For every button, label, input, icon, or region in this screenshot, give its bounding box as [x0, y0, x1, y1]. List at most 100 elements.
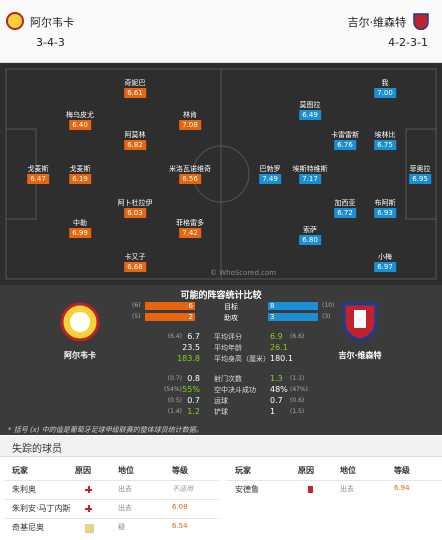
row-line [4, 518, 219, 519]
player-name: 小梅 [378, 253, 392, 261]
away-bar: 3 [268, 313, 318, 321]
home-league: (5) [132, 313, 141, 320]
player-name: 卡又子 [124, 253, 146, 261]
column-header: 原因 [75, 466, 91, 475]
status: 出去 [118, 485, 132, 493]
column-header: 原因 [298, 466, 314, 475]
away-team: 吉尔·维森特 [347, 16, 407, 29]
player: 朱利安·马丁内斯 [12, 504, 71, 513]
column-header: 等级 [172, 466, 188, 475]
home-bar: 2 [145, 313, 195, 321]
player-rating: 6.19 [69, 174, 91, 184]
reason-icon [85, 524, 94, 533]
player-rating: 7.42 [179, 228, 201, 238]
watermark: © WhoScored.com [210, 269, 276, 277]
home-logo [6, 12, 24, 30]
missing-header-bar [0, 436, 442, 457]
stat-label: 平均身高（厘米） [214, 355, 270, 363]
player-rating: 6.68 [124, 262, 146, 272]
row-line [227, 480, 442, 481]
rating: 6.94 [394, 484, 410, 492]
player-name: 菲奥拉 [409, 165, 431, 173]
away-league: (0.6) [290, 397, 305, 404]
row-line [4, 480, 219, 481]
away-value: 0.7 [270, 396, 283, 405]
stat-label: 平均评分 [214, 333, 242, 341]
reason-icon [308, 486, 313, 493]
away-bar: 8 [268, 302, 318, 310]
player-name: 莫图拉 [299, 101, 321, 109]
home-formation: 3-4-3 [36, 36, 65, 49]
player-name: 米洛瓦诺维奇 [169, 165, 211, 173]
player-name: 巴勃罗 [259, 165, 281, 173]
home-value: 6.7 [187, 332, 200, 341]
column-header: 等级 [394, 466, 410, 475]
column-header: 地位 [118, 466, 134, 475]
player-name: 中勒 [73, 219, 87, 227]
away-league: (3) [322, 313, 331, 320]
status: 疑 [118, 523, 125, 531]
status: 出去 [118, 504, 132, 512]
away-value: 180.1 [270, 354, 293, 363]
stat-label: 铲球 [214, 408, 228, 416]
player-rating: 6.75 [374, 140, 396, 150]
bar-label: 目标 [224, 303, 238, 311]
column-header: 玩家 [12, 466, 28, 475]
away-value: 48% [270, 385, 288, 394]
player-name: 卡雷雷斯 [331, 131, 359, 139]
rating: 6.54 [172, 522, 188, 530]
player-rating: 6.76 [334, 140, 356, 150]
home-value: 55% [182, 385, 200, 394]
status: 出去 [340, 485, 354, 493]
player-name: 加西亚 [334, 199, 356, 207]
home-value: 0.7 [187, 396, 200, 405]
player-name: 阿莫林 [124, 131, 146, 139]
player: 奇基尼奥 [12, 523, 44, 532]
stat-label: 空中决斗成功 [214, 386, 256, 394]
player-name: 梅乌皮尤 [66, 111, 94, 119]
away-formation: 4-2-3-1 [388, 36, 428, 49]
player-rating: 6.72 [334, 208, 356, 218]
player-rating: 6.97 [374, 262, 396, 272]
player-name: 阿卜杜拉伊 [117, 199, 153, 207]
player: 安德鲁 [235, 485, 259, 494]
reason-icon [85, 486, 92, 493]
player-rating: 7.17 [299, 174, 321, 184]
player-name: 我 [381, 79, 389, 87]
home-league: (54%) [163, 386, 182, 393]
column-header: 地位 [340, 466, 356, 475]
player-name: 林肯 [183, 111, 197, 119]
home-league: (0.5) [167, 397, 182, 404]
stat-label: 射门次数 [214, 375, 242, 383]
home-bar: 6 [145, 302, 195, 310]
home-league: (0.7) [167, 375, 182, 382]
away-value: 26.1 [270, 343, 288, 352]
player-name: 埃斯特维斯 [292, 165, 328, 173]
away-league: (47%) [290, 386, 309, 393]
away-league: (6.6) [290, 333, 305, 340]
away-league: (10) [322, 302, 335, 309]
bar-label: 助攻 [224, 314, 238, 322]
home-team-stats: 阿尔韦卡 [64, 351, 96, 360]
stats-title: 可能的阵容统计比较 [180, 291, 262, 301]
away-team-stats: 吉尔·维森特 [338, 351, 382, 360]
player-rating: 6.56 [179, 174, 201, 184]
player-rating: 6.95 [409, 174, 431, 184]
player-rating: 6.99 [69, 228, 91, 238]
player-rating: 6.40 [69, 120, 91, 130]
player-rating: 6.82 [124, 140, 146, 150]
home-league: (6.4) [167, 333, 182, 340]
player-rating: 6.80 [299, 235, 321, 245]
away-logo [413, 13, 429, 30]
home-logo-big [60, 302, 100, 342]
column-header: 玩家 [235, 466, 251, 475]
away-value: 1.3 [270, 374, 283, 383]
player: 朱利奥 [12, 485, 36, 494]
player-rating: 7.49 [259, 174, 281, 184]
row-line [4, 499, 219, 500]
player-rating: 6.61 [124, 88, 146, 98]
home-value: 23.5 [182, 343, 200, 352]
player-rating: 6.03 [124, 208, 146, 218]
reason-icon [85, 505, 92, 512]
